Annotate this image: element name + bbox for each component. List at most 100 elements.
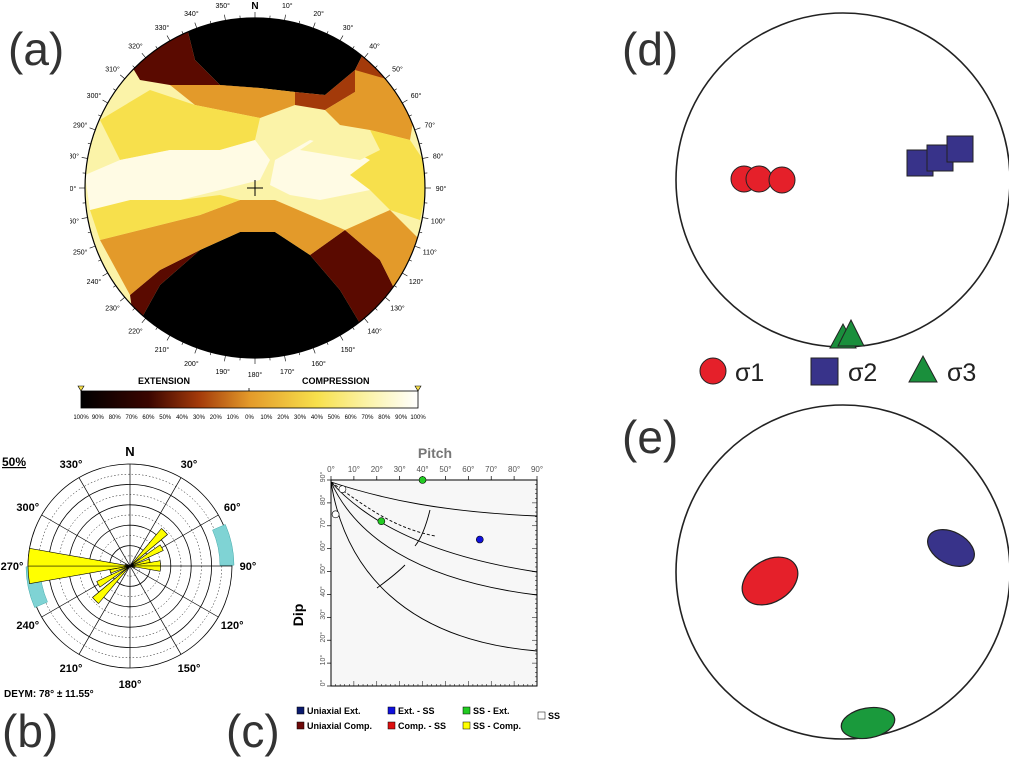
colorbar-ticks: 100% 90% 80% 70% 60% 50% 40% 30% 20% 10% 0% 10% 20% 3… (74, 415, 426, 421)
azimuth-tick (89, 127, 96, 131)
legend-label: SS - Comp. (473, 721, 521, 731)
azimuth-label: 170° (280, 368, 295, 376)
azimuth-tick (87, 231, 91, 234)
azimuth-label: 110° (423, 249, 437, 257)
azimuth-label: 70° (424, 121, 435, 129)
rose-azimuth-label: 240° (16, 620, 39, 632)
azimuth-label: 150° (341, 346, 356, 354)
legend-swatch (296, 721, 305, 730)
colorbar-tick-label: 60% (345, 415, 358, 421)
panel-label-d: (d) (622, 23, 679, 75)
azimuth-tick (374, 307, 378, 311)
azimuth-tick (326, 341, 329, 345)
pitch-tick-label: 40° (417, 465, 429, 474)
legend-label: Uniaxial Ext. (307, 706, 361, 716)
rose-grid-spoke (41, 514, 131, 567)
rose-grid-spoke (78, 565, 131, 655)
azimuth-labels: 10° 20° 30° 40° 50° 60° 70° 80° 90° 100° 110° 120° 1… (70, 2, 446, 379)
colorbar-tick-label: 30% (294, 415, 307, 421)
panel-label-b: (b) (2, 705, 59, 757)
azimuth-label: 270° (70, 185, 76, 193)
pitch-dip-plot: Pitch Dip 0° 10° 20° 30° 40° 50° 60° 70° 80° 90°0… (290, 445, 560, 731)
data-point (475, 535, 484, 544)
azimuth-label: 310° (105, 65, 120, 73)
azimuth-tick (408, 259, 412, 262)
azimuth-label: 180° (248, 371, 263, 379)
data-point (377, 517, 386, 525)
azimuth-tick (419, 142, 423, 145)
rose-confidence-arc (212, 524, 235, 566)
azimuth-tick (98, 114, 102, 117)
azimuth-label: 40° (369, 43, 380, 51)
azimuth-label: 260° (70, 217, 79, 225)
rose-petal (129, 565, 161, 572)
azimuth-tick (102, 272, 108, 277)
rose-grid-spoke (129, 565, 219, 618)
legend-label: SS - Ext. (473, 706, 510, 716)
legend-swatch (462, 706, 471, 715)
azimuth-label: 240° (87, 278, 102, 286)
pitch-tick-label: 10° (348, 465, 360, 474)
legend-sigma1-icon (699, 357, 727, 385)
colorbar-tick-label: 90% (92, 415, 105, 421)
azimuth-label: 100° (431, 217, 446, 225)
rose-grid-spoke (78, 477, 131, 567)
legend-sigma2-icon (810, 357, 839, 386)
dip-tick-label: 80° (319, 494, 327, 505)
sigma3-markers (829, 318, 865, 349)
rose-azimuth-label: 300° (16, 502, 39, 514)
rose-azimuth-labels: 30° 60° 90° 120° 150° 180° 210° 240° 270° 300° 330… (1, 459, 257, 691)
legend-label: Uniaxial Comp. (307, 721, 372, 731)
azimuth-tick (414, 127, 421, 131)
pitch-tick-label: 70° (485, 465, 497, 474)
colorbar-tick-label: 10% (260, 415, 273, 421)
azimuth-label: 340° (184, 10, 199, 18)
azimuth-tick (119, 297, 125, 302)
colorbar-compression-label: COMPRESSION (302, 376, 370, 386)
azimuth-tick (181, 31, 184, 35)
north-label: N (251, 1, 258, 12)
pitch-tick-label: 20° (371, 465, 383, 474)
rose-azimuth-label: 30° (181, 459, 198, 471)
azimuth-tick (81, 217, 88, 219)
colorbar-extension-label: EXTENSION (138, 376, 191, 386)
azimuth-tick (224, 355, 226, 362)
sigma2-markers (906, 135, 974, 177)
rose-azimuth-label: 270° (1, 561, 24, 573)
colorbar: 100% 90% 80% 70% 60% 50% 40% 30% 20% 10% 0% 10% 20% 3… (74, 385, 426, 421)
azimuth-tick (284, 14, 286, 21)
panel-label-e: (e) (622, 411, 679, 463)
azimuth-tick (402, 272, 408, 277)
pitch-tick-label: 50° (439, 465, 451, 474)
pitch-tick-label: 60° (462, 465, 474, 474)
azimuth-tick (408, 114, 412, 117)
legend-swatch (387, 721, 396, 730)
azimuth-tick (298, 20, 301, 24)
data-point (338, 485, 347, 493)
azimuth-tick (194, 347, 198, 354)
rose-scale-label: 50% (2, 455, 26, 469)
azimuth-label: 300° (87, 92, 102, 100)
colorbar-tick-label: 0% (245, 415, 254, 421)
dip-tick-label: 10° (319, 655, 327, 666)
azimuth-tick (81, 157, 88, 159)
azimuth-label: 80° (433, 153, 444, 161)
azimuth-tick (98, 259, 102, 262)
colorbar-tick-label: 70% (361, 415, 374, 421)
azimuth-label: 130° (390, 305, 405, 313)
azimuth-label: 280° (70, 153, 79, 161)
azimuth-tick (385, 74, 391, 79)
classification-curves (330, 481, 538, 652)
data-point (331, 510, 340, 519)
azimuth-tick (352, 327, 355, 330)
azimuth-tick (132, 307, 136, 311)
rose-azimuth-label: 180° (119, 679, 142, 691)
azimuth-tick (402, 99, 408, 104)
azimuth-tick (394, 285, 397, 288)
pitch-tick-label: 90° (531, 465, 543, 474)
pitch-dip-legend: Uniaxial Ext. Ext. - SS SS - Ext. SS Uniaxia… (296, 706, 560, 731)
colorbar-tick-label: 100% (74, 415, 89, 421)
sigma1-ellipse (741, 556, 799, 606)
pitch-tick-label: 0° (327, 465, 335, 474)
azimuth-label: 30° (343, 24, 354, 32)
